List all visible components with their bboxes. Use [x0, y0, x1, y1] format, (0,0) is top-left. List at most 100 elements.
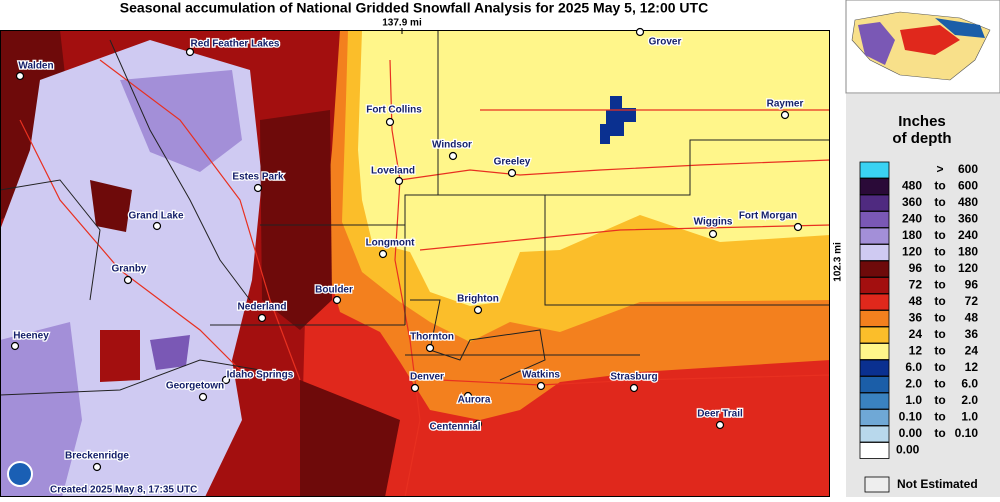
city-label: Deer Trail: [697, 409, 743, 420]
legend-label: 1.0: [961, 410, 978, 424]
city-label: Thornton: [410, 332, 454, 343]
city-label: Idaho Springs: [227, 370, 294, 381]
legend-label: to: [934, 311, 945, 325]
legend-label: 120: [958, 261, 978, 275]
city-dot: [257, 313, 267, 323]
legend-label: to: [934, 393, 945, 407]
city-label: Loveland: [371, 166, 415, 177]
legend-swatch: [859, 310, 890, 327]
city-dot: [425, 343, 435, 353]
city-dot: [92, 462, 102, 472]
legend-label: to: [934, 212, 945, 226]
legend-swatch: [859, 359, 890, 377]
city-label: Georgetown: [166, 381, 224, 392]
legend-label: 48: [965, 311, 979, 325]
roads: [19, 59, 831, 498]
legend-label: 12: [909, 344, 923, 358]
legend-label: to: [934, 245, 945, 259]
legend-label: 1.0: [905, 393, 922, 407]
city-dot: [378, 249, 388, 259]
legend-swatch: [859, 293, 890, 311]
legend-swatch: [859, 376, 890, 393]
city-label: Watkins: [522, 370, 560, 381]
region: [260, 110, 332, 330]
legend-swatch: [859, 442, 890, 459]
city-dot: [635, 27, 645, 37]
inset-region: [900, 25, 960, 55]
legend-label: 0.00: [899, 426, 923, 440]
city-dot: [394, 176, 404, 186]
created-note: Created 2025 May 8, 17:35 UTC: [50, 485, 197, 496]
city-dot: [385, 117, 395, 127]
legend-label: 0.10: [955, 426, 979, 440]
city-dot: [15, 71, 25, 81]
noaa-logo: [7, 461, 33, 487]
city-label: Windsor: [432, 140, 472, 151]
legend-label: 0.10: [899, 410, 923, 424]
city-dot: [715, 420, 725, 430]
legend-label: 72: [965, 294, 979, 308]
legend-label: 24: [909, 327, 923, 341]
city-label: Raymer: [767, 99, 804, 110]
legend-label: 12: [965, 360, 979, 374]
legend-swatch: [859, 161, 890, 179]
legend-label: to: [934, 426, 945, 440]
legend-label: 360: [902, 195, 922, 209]
legend-label: 2.0: [905, 377, 922, 391]
legend-label: 6.0: [905, 360, 922, 374]
legend-label: 72: [909, 278, 923, 292]
legend-label: 360: [958, 212, 978, 226]
legend-label: >: [936, 162, 943, 176]
legend-label: 6.0: [961, 377, 978, 391]
legend-label: to: [934, 377, 945, 391]
legend-swatch: [859, 227, 890, 245]
scale-label: 102.3 mi: [833, 242, 844, 282]
region: [90, 180, 132, 232]
legend-label: Not Estimated: [897, 477, 978, 491]
legend-label: 240: [958, 228, 978, 242]
legend-label: 48: [909, 294, 923, 308]
legend-label: 240: [902, 212, 922, 226]
city-label: Fort Morgan: [739, 211, 797, 222]
city-label: Grand Lake: [128, 211, 183, 222]
city-dot: [253, 183, 263, 193]
legend-label: 180: [902, 228, 922, 242]
legend-swatch: [859, 425, 890, 443]
city-dot: [473, 305, 483, 315]
city-dot: [629, 383, 639, 393]
city-label: Longmont: [366, 238, 416, 249]
region: [100, 330, 140, 382]
city-label: Boulder: [315, 285, 353, 296]
city-label: Aurora: [458, 395, 491, 406]
legend-label: 480: [902, 179, 922, 193]
legend-label: to: [934, 410, 945, 424]
legend-label: 480: [958, 195, 978, 209]
city-label: Grover: [649, 37, 682, 48]
city-dot: [463, 391, 473, 401]
cities: Grover Red Feather Lakes Walden Raymer Fort …: [10, 27, 805, 472]
city-label: Strasburg: [610, 372, 657, 383]
inset-region: [858, 22, 895, 65]
region: [0, 322, 82, 497]
legend-swatch: [859, 326, 890, 344]
legend-swatch: [859, 409, 890, 426]
city-label: Fort Collins: [366, 105, 422, 116]
county-lines: [0, 30, 830, 396]
inset-region: [935, 18, 985, 38]
region: [300, 380, 400, 497]
legend-title: Inches: [898, 113, 946, 130]
city-label: Heeney: [13, 331, 49, 342]
legend-label: to: [934, 195, 945, 209]
city-label: Centennial: [429, 422, 480, 433]
legend-label: to: [934, 360, 945, 374]
legend-swatch: [859, 277, 890, 294]
city-dot: [198, 392, 208, 402]
legend-label: 600: [958, 179, 978, 193]
legend-label: 0.00: [896, 443, 920, 457]
legend-label: 36: [965, 327, 979, 341]
city-dot: [448, 151, 458, 161]
city-dot: [152, 221, 162, 231]
city-dot: [793, 222, 803, 232]
city-dot: [780, 110, 790, 120]
